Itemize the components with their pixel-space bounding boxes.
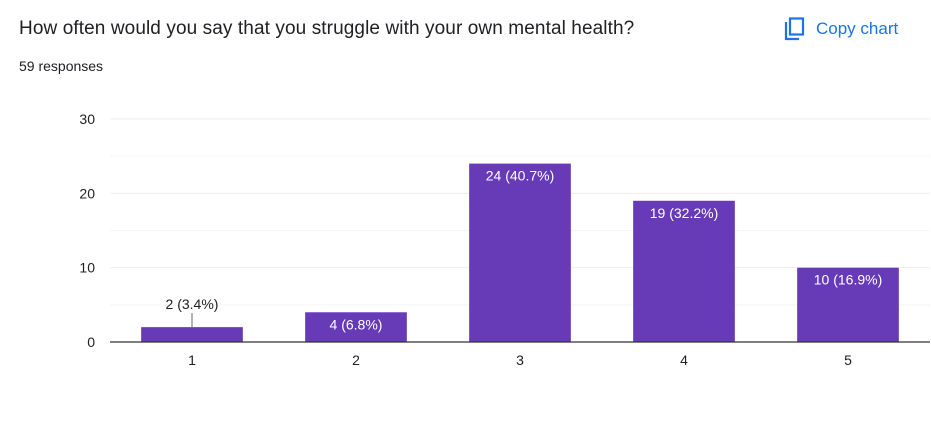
copy-chart-button[interactable]: Copy chart bbox=[778, 12, 904, 46]
data-label-4: 19 (32.2%) bbox=[650, 205, 718, 221]
x-tick-label: 1 bbox=[188, 352, 196, 368]
y-tick-label: 0 bbox=[87, 334, 95, 350]
x-tick-label: 2 bbox=[352, 352, 360, 368]
bar-5[interactable] bbox=[797, 267, 899, 342]
question-title: How often would you say that you struggl… bbox=[19, 18, 635, 39]
labels: 2 (3.4%) 4 (6.8%) 24 (40.7%) 19 (32.2%) 10 (… bbox=[166, 168, 883, 333]
data-label-5: 10 (16.9%) bbox=[814, 272, 882, 288]
bar-1[interactable] bbox=[141, 327, 243, 342]
copy-icon bbox=[784, 17, 806, 41]
bar-3[interactable] bbox=[469, 163, 571, 342]
copy-chart-label: Copy chart bbox=[816, 19, 899, 38]
data-label-3: 24 (40.7%) bbox=[486, 168, 554, 184]
x-tick-label: 3 bbox=[516, 352, 524, 368]
bar-2[interactable] bbox=[305, 312, 407, 342]
response-count: 59 responses bbox=[19, 58, 104, 74]
y-tick-label: 10 bbox=[79, 260, 95, 276]
axes: 0 10 20 30 1 2 3 4 5 bbox=[79, 111, 930, 368]
bars bbox=[141, 163, 899, 342]
bar-4[interactable] bbox=[633, 200, 735, 342]
x-tick-label: 4 bbox=[680, 352, 688, 368]
x-tick-label: 5 bbox=[844, 352, 852, 368]
y-tick-label: 30 bbox=[79, 111, 95, 127]
data-label-2: 4 (6.8%) bbox=[330, 316, 383, 332]
y-tick-label: 20 bbox=[79, 185, 95, 201]
data-label-1: 2 (3.4%) bbox=[166, 296, 219, 312]
